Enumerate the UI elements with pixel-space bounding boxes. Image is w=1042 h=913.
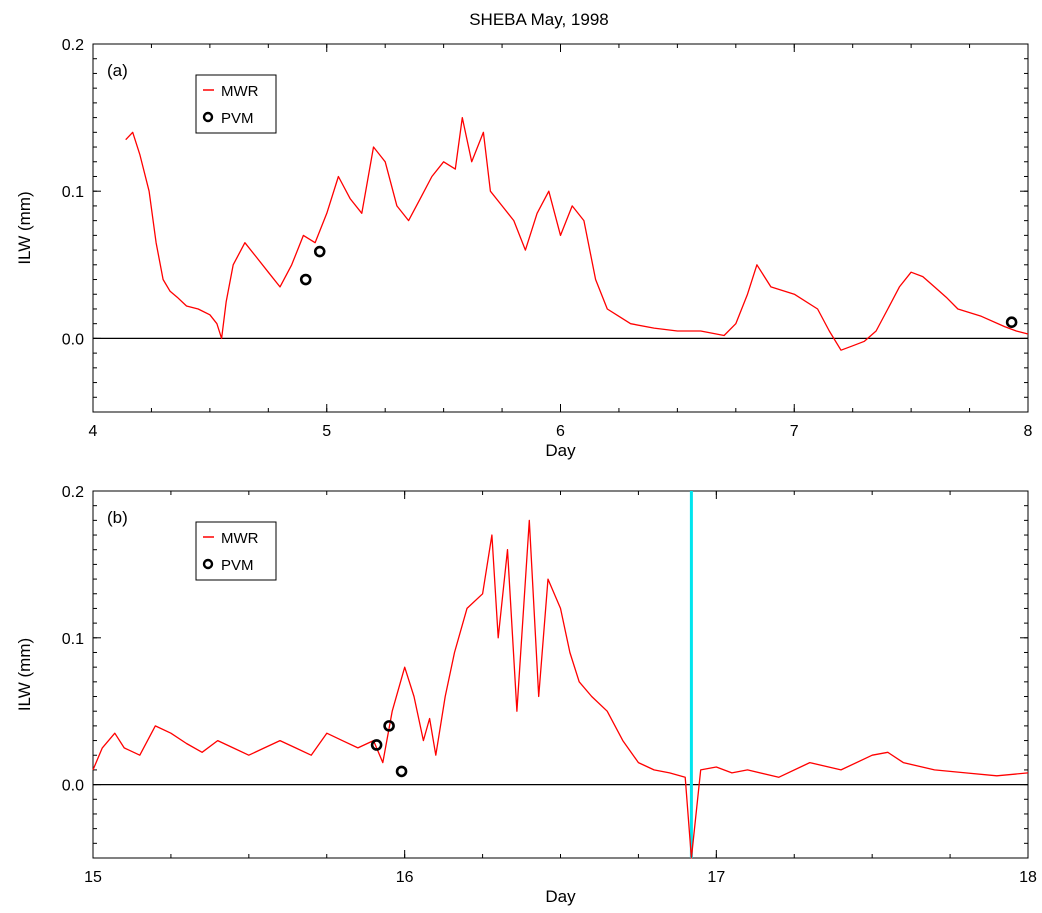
panel-b: 0.0 0.1 0.2 15 16 17 18 Day ILW (mm) (b) MWR PVM xyxy=(15,484,1037,906)
pvm-marker xyxy=(299,273,312,286)
y-tick-label: 0.0 xyxy=(62,778,84,795)
x-tick-label: 15 xyxy=(84,869,102,886)
pvm-marker xyxy=(370,739,383,751)
series-line-mwr xyxy=(125,116,1029,351)
panel-a: 0.0 0.1 0.2 4 5 6 7 8 Day ILW (mm) (a) MWR PVM xyxy=(15,37,1033,460)
y-axis-label: ILW (mm) xyxy=(15,191,34,264)
panel-label: (b) xyxy=(107,508,128,527)
legend-label-pvm: PVM xyxy=(221,557,254,574)
y-axis-label: ILW (mm) xyxy=(15,638,34,711)
legend-label-pvm: PVM xyxy=(221,110,254,127)
y-tick-label: 0.0 xyxy=(62,331,84,348)
x-tick-label: 7 xyxy=(790,423,799,440)
y-tick-label: 0.1 xyxy=(62,631,84,648)
x-tick-label: 17 xyxy=(707,869,725,886)
legend-swatch-pvm xyxy=(202,558,214,570)
y-tick-label: 0.1 xyxy=(62,184,84,201)
x-tick-label: 18 xyxy=(1019,869,1037,886)
x-tick-label: 6 xyxy=(556,423,565,440)
series-line-mwr xyxy=(92,519,1029,859)
x-tick-label: 4 xyxy=(89,423,98,440)
panel-label: (a) xyxy=(107,61,128,80)
x-tick-label: 5 xyxy=(322,423,331,440)
y-tick-label: 0.2 xyxy=(62,37,84,54)
legend-box xyxy=(195,74,277,134)
y-tick-label: 0.2 xyxy=(62,484,84,501)
x-tick-label: 8 xyxy=(1024,423,1033,440)
figure-title: SHEBA May, 1998 xyxy=(469,10,609,29)
legend-label-mwr: MWR xyxy=(221,530,259,547)
x-axis-label: Day xyxy=(545,887,576,906)
pvm-marker xyxy=(313,245,326,258)
x-axis-label: Day xyxy=(545,441,576,460)
pvm-marker xyxy=(395,765,408,778)
legend-box xyxy=(195,521,277,581)
legend-label-mwr: MWR xyxy=(221,83,259,100)
legend-swatch-pvm xyxy=(202,111,214,123)
pvm-marker xyxy=(1005,316,1018,329)
x-tick-label: 16 xyxy=(396,869,414,886)
pvm-marker xyxy=(383,720,395,732)
